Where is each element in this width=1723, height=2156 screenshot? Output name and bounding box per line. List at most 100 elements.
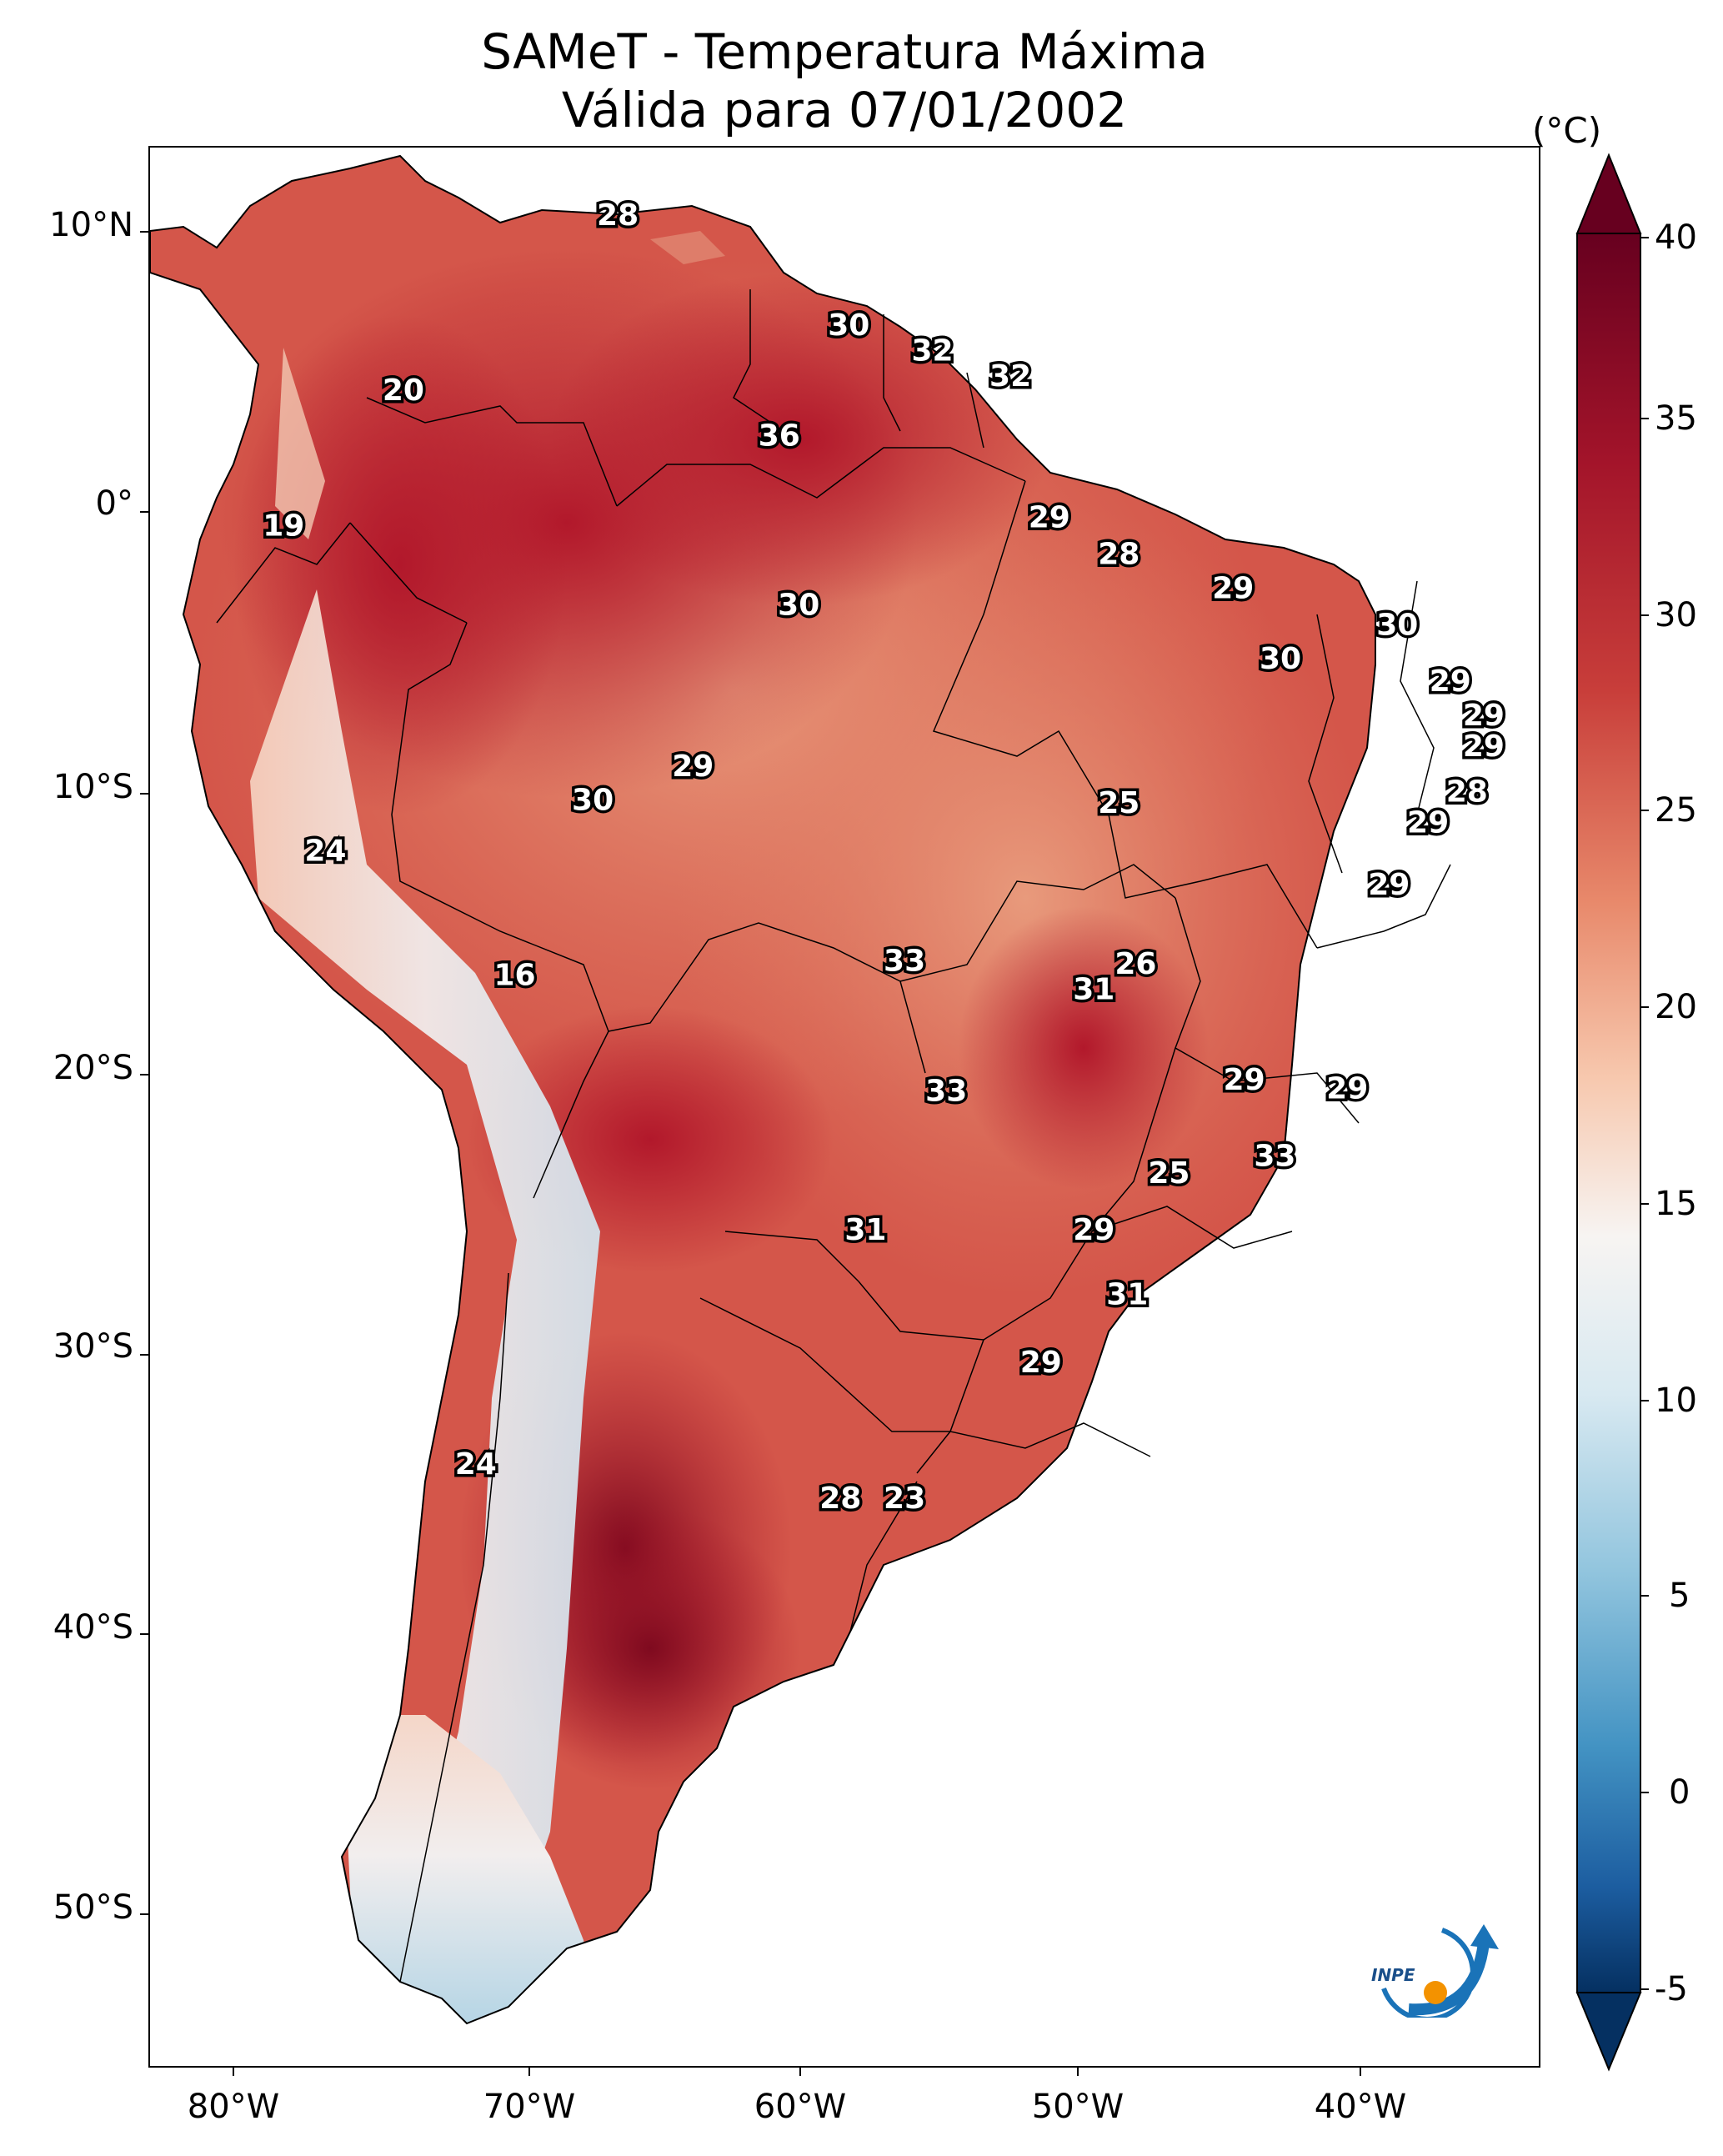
temperature-value-label: 29	[1326, 1071, 1368, 1106]
colorbar-tick-5: 5	[1669, 1577, 1690, 1615]
temperature-value-label: 23	[884, 1482, 925, 1516]
colorbar-tick-0: 0	[1669, 1773, 1690, 1812]
border-brazil-states-3	[1108, 814, 1318, 949]
temperature-value-label: 28	[597, 198, 639, 233]
border-colombia-peru	[349, 522, 468, 624]
political-borders	[216, 289, 1451, 1983]
lat-label-0: 0°	[95, 484, 133, 523]
temperature-value-label: 29	[1073, 1213, 1114, 1247]
border-argentina-paraguay	[699, 1297, 950, 1432]
lon-label-40w: 40°W	[1314, 2088, 1407, 2126]
temperature-value-label: 29	[1463, 699, 1505, 733]
lat-label-40s: 40°S	[53, 1608, 133, 1647]
lat-label-30s: 30°S	[53, 1327, 133, 1366]
border-ecuador-peru	[216, 522, 351, 624]
lon-label-60w: 60°W	[754, 2088, 847, 2126]
temperature-value-label: 31	[1073, 973, 1114, 1007]
temperature-value-label: 26	[1114, 947, 1156, 981]
lat-label-10n: 10°N	[49, 206, 133, 244]
colorbar-unit: (°C)	[1532, 110, 1602, 151]
temperature-value-label: 29	[1020, 1346, 1062, 1380]
temperature-value-label: 29	[1463, 730, 1505, 764]
border-brazil-north	[616, 447, 1026, 507]
border-brazil-states-4	[1175, 897, 1360, 1124]
border-argentina-uruguay	[849, 1481, 918, 1632]
temperature-value-label: 29	[1407, 806, 1449, 840]
colorbar-gradient	[1576, 233, 1641, 1993]
temperature-value-label: 31	[1106, 1278, 1148, 1312]
colorbar-tick-minus5: -5	[1655, 1970, 1688, 2008]
temperature-value-label: 30	[1260, 642, 1301, 676]
lat-label-50s: 50°S	[53, 1888, 133, 1927]
colorbar-tick-10: 10	[1655, 1381, 1697, 1420]
temperature-value-label: 20	[383, 374, 424, 408]
lon-label-50w: 50°W	[1031, 2088, 1124, 2126]
border-brazil-states-1	[899, 864, 1176, 982]
border-peru-brazil	[391, 622, 609, 1032]
border-bolivia-peru	[533, 1030, 609, 1199]
colorbar-tick-35: 35	[1655, 399, 1697, 438]
temperature-value-label: 25	[1098, 786, 1139, 820]
logo-arrow-icon	[1470, 1924, 1499, 1949]
border-guyana-suriname	[883, 314, 901, 432]
lat-label-10s: 10°S	[53, 768, 133, 806]
border-brazil-states-6	[1091, 1206, 1293, 1249]
temperature-value-label: 29	[1212, 571, 1254, 605]
border-brazil-states-2	[932, 480, 1109, 815]
border-colombia-venezuela	[366, 397, 618, 507]
lon-label-70w: 70°W	[483, 2088, 576, 2126]
logo-swoosh-icon	[1408, 1942, 1490, 2016]
temperature-value-label: 33	[925, 1075, 967, 1109]
temperature-value-label: 36	[759, 419, 800, 453]
temperature-value-label: 24	[455, 1447, 497, 1482]
map-frame: 28 20 30 32 32 36 19 29 28 29 30 30 30 29 29 29 29 28 30 25…	[148, 146, 1540, 2068]
colorbar-tick-30: 30	[1655, 596, 1697, 634]
temperature-value-label: 25	[1148, 1156, 1190, 1191]
border-brazil-states-10	[1316, 864, 1451, 949]
temperature-value-label: 29	[1368, 868, 1410, 902]
map-title-line2: Válida para 07/01/2002	[561, 82, 1128, 138]
temperature-field	[150, 156, 1375, 2023]
border-brazil-states-8	[1308, 614, 1343, 874]
temperature-value-label: 29	[672, 750, 714, 784]
colorbar-max-arrow	[1575, 153, 1642, 234]
temperature-value-label: 29	[1029, 501, 1070, 535]
temperature-value-label: 28	[819, 1482, 861, 1516]
temperature-value-label: 32	[989, 359, 1031, 394]
border-chile-argentina	[399, 1272, 509, 1983]
logo-sun-icon	[1424, 1981, 1447, 2004]
coastline	[150, 154, 1376, 2025]
temperature-value-label: 30	[778, 589, 819, 623]
colorbar-min-arrow	[1575, 1992, 1642, 2072]
colorbar-tick-15: 15	[1655, 1185, 1697, 1223]
logo-orbit-icon	[1381, 1928, 1475, 2018]
lat-label-20s: 20°S	[53, 1049, 133, 1087]
border-suriname-guiana	[966, 372, 984, 449]
colorbar-tick-20: 20	[1655, 988, 1697, 1026]
temperature-value-label: 29	[1224, 1063, 1265, 1097]
temperature-value-label: 24	[304, 835, 346, 869]
temperature-value-label: 28	[1446, 775, 1488, 809]
colorbar-tick-25: 25	[1655, 791, 1697, 830]
colorbar-tick-40: 40	[1655, 218, 1697, 257]
temperature-value-label: 32	[911, 334, 953, 369]
map-title-line1: SAMeT - Temperatura Máxima	[481, 23, 1208, 80]
border-brazil-states-9	[1400, 580, 1435, 815]
temperature-value-label: 33	[1254, 1140, 1295, 1174]
border-brazil-states-7	[949, 1422, 1151, 1457]
temperature-value-label: 28	[1098, 538, 1139, 572]
temperature-value-label: 29	[1430, 664, 1471, 699]
inpe-logo: INPE	[1371, 1924, 1499, 2018]
border-bolivia-paraguay	[724, 1231, 859, 1282]
logo-text: INPE	[1371, 1965, 1415, 1985]
temperature-value-label: 19	[263, 509, 304, 544]
temperature-value-label: 16	[493, 959, 535, 993]
border-venezuela-guyana	[733, 289, 784, 432]
lon-label-80w: 80°W	[187, 2088, 280, 2126]
temperature-value-label: 30	[572, 784, 614, 818]
temperature-value-label: 30	[1376, 608, 1418, 642]
temperature-value-label: 31	[844, 1213, 886, 1247]
temperature-value-label: 30	[828, 308, 869, 343]
